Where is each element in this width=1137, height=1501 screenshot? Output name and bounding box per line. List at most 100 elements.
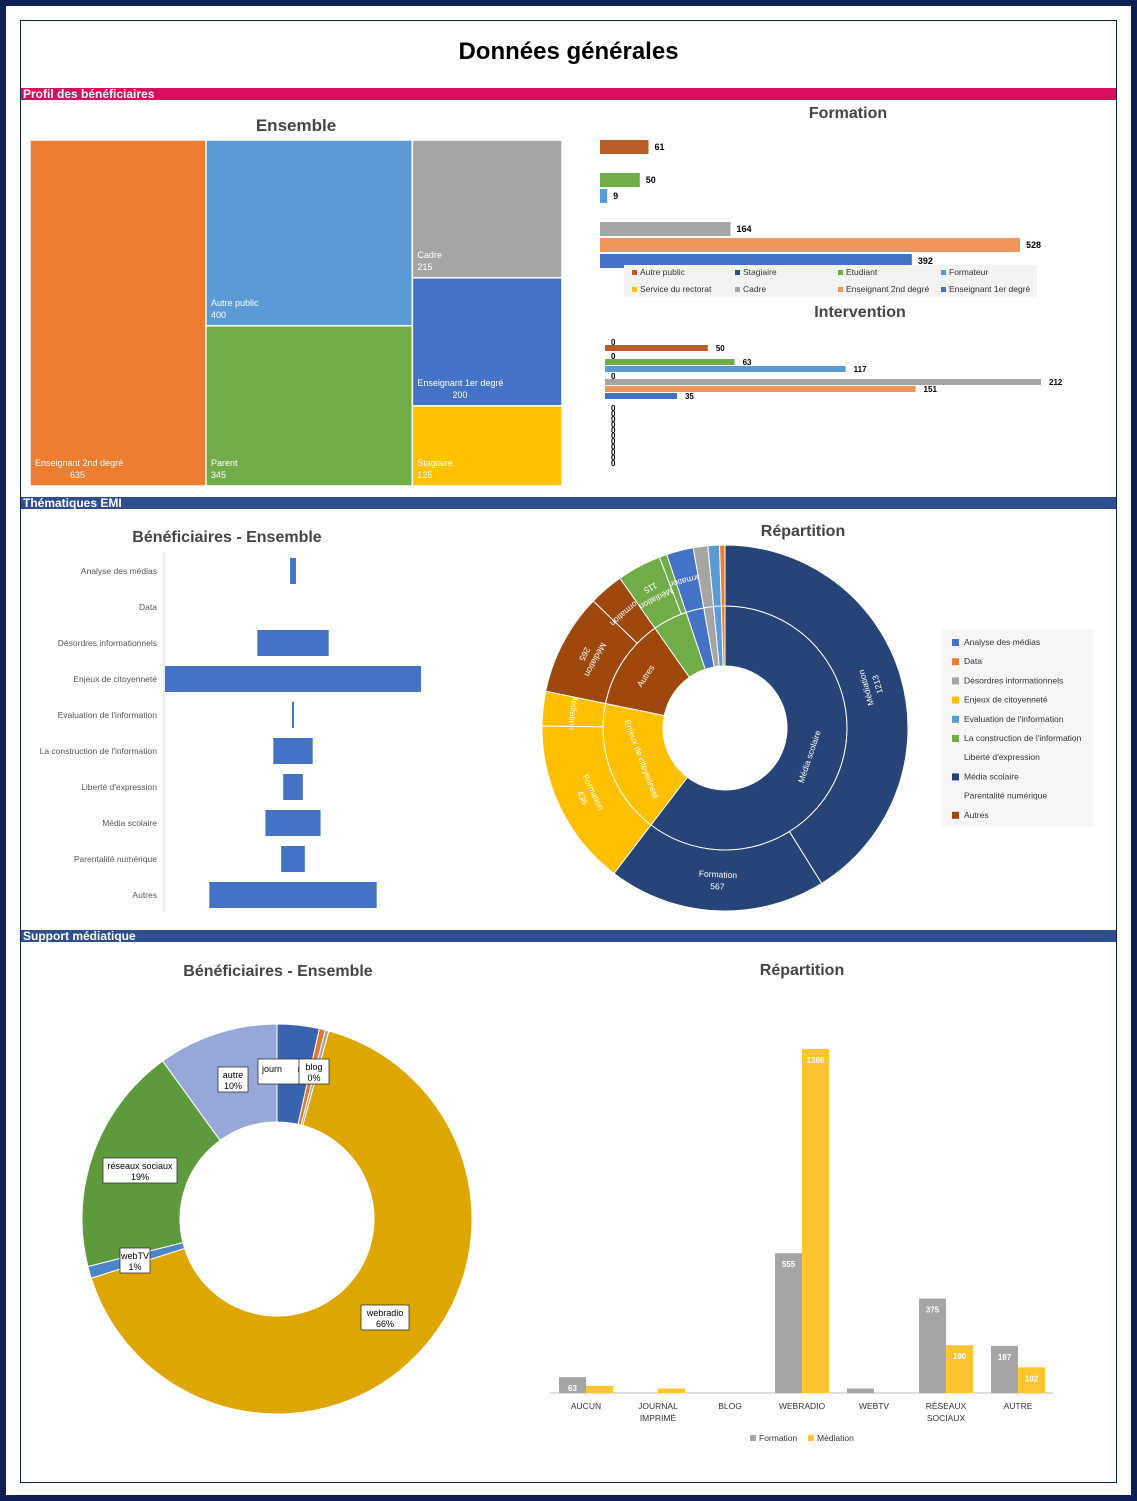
- formation-value-3: 9: [613, 191, 618, 201]
- donut-label-box-2: [298, 1058, 330, 1085]
- columns-category-4: WEBTV: [859, 1401, 890, 1411]
- columns-legend-swatch-1: [808, 1435, 814, 1441]
- donut-label-box-6: [217, 1066, 249, 1093]
- intervention-value-6: 212: [1049, 378, 1063, 387]
- formation-legend-1: Stagiaire: [743, 267, 777, 277]
- donut-pct-6: 10%: [224, 1081, 242, 1091]
- formation-legend-5: Cadre: [743, 284, 766, 294]
- columns-bar-0-6: [991, 1345, 1018, 1393]
- themes-category-9: Autres: [132, 890, 157, 900]
- themes-category-6: Liberté d'expression: [81, 782, 157, 792]
- sunburst-legend-8: Parentalité numérique: [964, 791, 1047, 801]
- columns-category-5: RÉSEAUX: [926, 1401, 967, 1411]
- intervention-zero-3: 0: [611, 421, 616, 430]
- donut-pct-2: 0%: [307, 1073, 320, 1083]
- sunburst-legend-box: [942, 629, 1094, 827]
- treemap-value-2: 345: [211, 470, 226, 480]
- intervention-zero-9: 0: [611, 454, 616, 463]
- intervention-bar-6: [605, 379, 1041, 385]
- formation-bar-2: [600, 173, 640, 187]
- intervention-zero-10: 0: [611, 459, 616, 468]
- sunburst-legend-swatch-1: [952, 658, 959, 666]
- formation-legend-2: Etudiant: [846, 267, 878, 277]
- formation-legend-6: Enseignant 2nd degré: [846, 284, 929, 294]
- themes-category-5: La construction de l'information: [40, 746, 158, 756]
- formation-value-7: 392: [918, 256, 933, 266]
- treemap-value-5: 125: [417, 470, 432, 480]
- themes-bar-2: [257, 630, 329, 656]
- columns-value-1-5: 190: [953, 1352, 967, 1361]
- intervention-zero-5: 0: [611, 432, 616, 441]
- sunburst-outer-value-1: 567: [710, 881, 725, 892]
- formation-legend-swatch-4: [632, 287, 637, 292]
- intervention-value-1: 50: [716, 344, 725, 353]
- columns-bar-0-4: [847, 1388, 874, 1393]
- formation-bar-6: [600, 238, 1020, 252]
- treemap-tile-5: [411, 405, 563, 487]
- page-title: Données générales: [458, 38, 679, 65]
- treemap-value-0: 635: [70, 470, 85, 480]
- themes-category-1: Data: [139, 602, 157, 612]
- themes-bar-4: [292, 702, 294, 728]
- intervention-zero-7: 0: [611, 443, 616, 452]
- columns-title: Répartition: [760, 962, 844, 979]
- columns-value-0-0: 63: [568, 1384, 577, 1393]
- themes-category-0: Analyse des médias: [81, 566, 157, 576]
- formation-legend-3: Formateur: [949, 267, 988, 277]
- formation-legend-4: Service du rectorat: [640, 284, 712, 294]
- sunburst-outer-label-1: Formation: [699, 868, 738, 880]
- columns-category-3: WEBRADIO: [779, 1401, 826, 1411]
- formation-bar-3: [600, 189, 608, 203]
- intervention-bar-4: [605, 366, 846, 372]
- sunburst-legend-2: Désordres informationnels: [964, 675, 1063, 685]
- donut-label-2: blog: [305, 1062, 322, 1072]
- formation-value-0: 61: [655, 142, 665, 152]
- sunburst-legend-0: Analyse des médias: [964, 637, 1040, 647]
- columns-legend-1: Médiation: [817, 1433, 854, 1443]
- donut-label-6: autre: [223, 1070, 244, 1080]
- treemap-tile-1: [205, 139, 414, 327]
- columns-bar-1-5: [946, 1345, 973, 1393]
- intervention-value-5: 0: [611, 372, 616, 381]
- intervention-title: Intervention: [814, 304, 906, 321]
- formation-bar-0: [600, 140, 649, 154]
- treemap-label-2: Parent: [211, 458, 238, 468]
- columns-bar-1-1: [658, 1388, 685, 1393]
- donut-label-1: journ: [261, 1064, 282, 1074]
- intervention-value-7: 151: [924, 385, 938, 394]
- themes-bar-0: [290, 558, 296, 584]
- columns-bar-0-3: [775, 1253, 802, 1393]
- columns-value-0-6: 187: [998, 1353, 1012, 1362]
- intervention-value-0: 0: [611, 338, 616, 347]
- sunburst-legend-5: La construction de l'information: [964, 733, 1082, 743]
- themes-category-4: Evaluation de l'information: [58, 710, 158, 720]
- sunburst-legend-3: Enjeux de citoyenneté: [964, 695, 1048, 705]
- sunburst-legend-7: Média scolaire: [964, 771, 1019, 781]
- columns-category-1: JOURNAL: [638, 1401, 678, 1411]
- intervention-zero-2: 0: [611, 415, 616, 424]
- columns-legend-0: Formation: [759, 1433, 798, 1443]
- sunburst-outer-0: [724, 544, 909, 885]
- donut-label-4: webTV: [120, 1251, 149, 1261]
- formation-legend-swatch-0: [632, 270, 637, 275]
- sunburst-legend-swatch-3: [952, 696, 959, 704]
- treemap-tile-0: [29, 139, 207, 487]
- sunburst-legend-4: Evaluation de l'information: [964, 714, 1064, 724]
- treemap-label-3: Cadre: [417, 250, 442, 260]
- columns-category-b-1: IMPRIMÉ: [640, 1413, 677, 1423]
- columns-bar-0-0: [559, 1377, 586, 1393]
- donut-label-3: webradio: [366, 1308, 404, 1318]
- intervention-bar-8: [605, 393, 677, 399]
- formation-bar-5: [600, 222, 731, 236]
- columns-category-2: BLOG: [718, 1401, 742, 1411]
- columns-value-0-3: 555: [782, 1260, 796, 1269]
- treemap-tile-3: [411, 139, 563, 279]
- sunburst-legend-6: Liberté d'expression: [964, 752, 1040, 762]
- columns-bar-1-0: [586, 1385, 613, 1393]
- treemap-label-0: Enseignant 2nd degré: [35, 458, 123, 468]
- section-band-support: Support médiatique: [21, 930, 1116, 942]
- sunburst-outer-11: [719, 544, 726, 607]
- intervention-zero-6: 0: [611, 437, 616, 446]
- intervention-value-8: 35: [685, 392, 694, 401]
- formation-legend-swatch-2: [838, 270, 843, 275]
